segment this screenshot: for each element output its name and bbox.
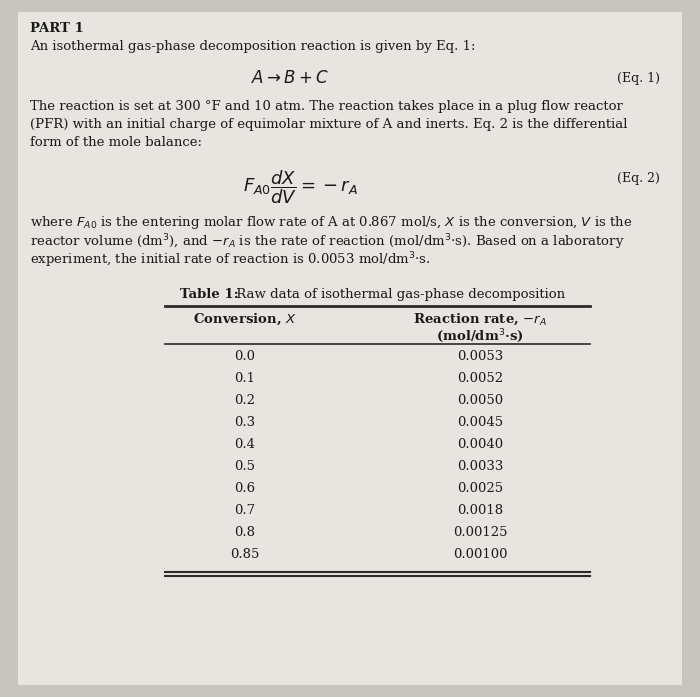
Text: $A \rightarrow B + C$: $A \rightarrow B + C$ xyxy=(251,70,329,87)
Text: Conversion, $X$: Conversion, $X$ xyxy=(193,312,297,328)
Text: 0.0050: 0.0050 xyxy=(457,394,503,407)
Text: 0.1: 0.1 xyxy=(234,372,255,385)
Text: 0.0018: 0.0018 xyxy=(457,504,503,517)
Text: reactor volume (dm$^3$), and $-r_A$ is the rate of reaction (mol/dm$^3$·s). Base: reactor volume (dm$^3$), and $-r_A$ is t… xyxy=(30,232,624,252)
FancyBboxPatch shape xyxy=(18,12,682,685)
Text: where $F_{A0}$ is the entering molar flow rate of A at 0.867 mol/s, $X$ is the c: where $F_{A0}$ is the entering molar flo… xyxy=(30,214,633,231)
Text: PART 1: PART 1 xyxy=(30,22,84,35)
Text: Reaction rate, $-r_A$: Reaction rate, $-r_A$ xyxy=(413,312,547,328)
Text: form of the mole balance:: form of the mole balance: xyxy=(30,136,202,149)
Text: 0.00100: 0.00100 xyxy=(453,548,508,561)
Text: (PFR) with an initial charge of equimolar mixture of A and inerts. Eq. 2 is the : (PFR) with an initial charge of equimola… xyxy=(30,118,627,131)
Text: (Eq. 2): (Eq. 2) xyxy=(617,172,660,185)
Text: $F_{A0}\dfrac{dX}{dV} = -r_A$: $F_{A0}\dfrac{dX}{dV} = -r_A$ xyxy=(243,168,358,206)
Text: 0.0: 0.0 xyxy=(234,350,255,363)
Text: (mol/dm$^3$·s): (mol/dm$^3$·s) xyxy=(436,327,524,345)
Text: 0.2: 0.2 xyxy=(234,394,255,407)
Text: 0.8: 0.8 xyxy=(234,526,255,539)
Text: 0.3: 0.3 xyxy=(234,416,255,429)
Text: 0.0052: 0.0052 xyxy=(457,372,503,385)
Text: 0.0033: 0.0033 xyxy=(457,460,503,473)
Text: 0.00125: 0.00125 xyxy=(453,526,508,539)
Text: 0.0053: 0.0053 xyxy=(457,350,503,363)
Text: 0.0025: 0.0025 xyxy=(457,482,503,495)
Text: 0.0045: 0.0045 xyxy=(457,416,503,429)
Text: Raw data of isothermal gas-phase decomposition: Raw data of isothermal gas-phase decompo… xyxy=(232,288,565,301)
Text: 0.0040: 0.0040 xyxy=(457,438,503,451)
Text: The reaction is set at 300 °F and 10 atm. The reaction takes place in a plug flo: The reaction is set at 300 °F and 10 atm… xyxy=(30,100,623,113)
Text: 0.7: 0.7 xyxy=(234,504,255,517)
Text: experiment, the initial rate of reaction is 0.0053 mol/dm$^3$·s.: experiment, the initial rate of reaction… xyxy=(30,250,430,270)
Text: 0.85: 0.85 xyxy=(230,548,260,561)
Text: Table 1:: Table 1: xyxy=(180,288,239,301)
Text: 0.5: 0.5 xyxy=(234,460,255,473)
Text: An isothermal gas-phase decomposition reaction is given by Eq. 1:: An isothermal gas-phase decomposition re… xyxy=(30,40,475,53)
Text: 0.4: 0.4 xyxy=(234,438,255,451)
Text: (Eq. 1): (Eq. 1) xyxy=(617,72,660,85)
Text: 0.6: 0.6 xyxy=(234,482,255,495)
